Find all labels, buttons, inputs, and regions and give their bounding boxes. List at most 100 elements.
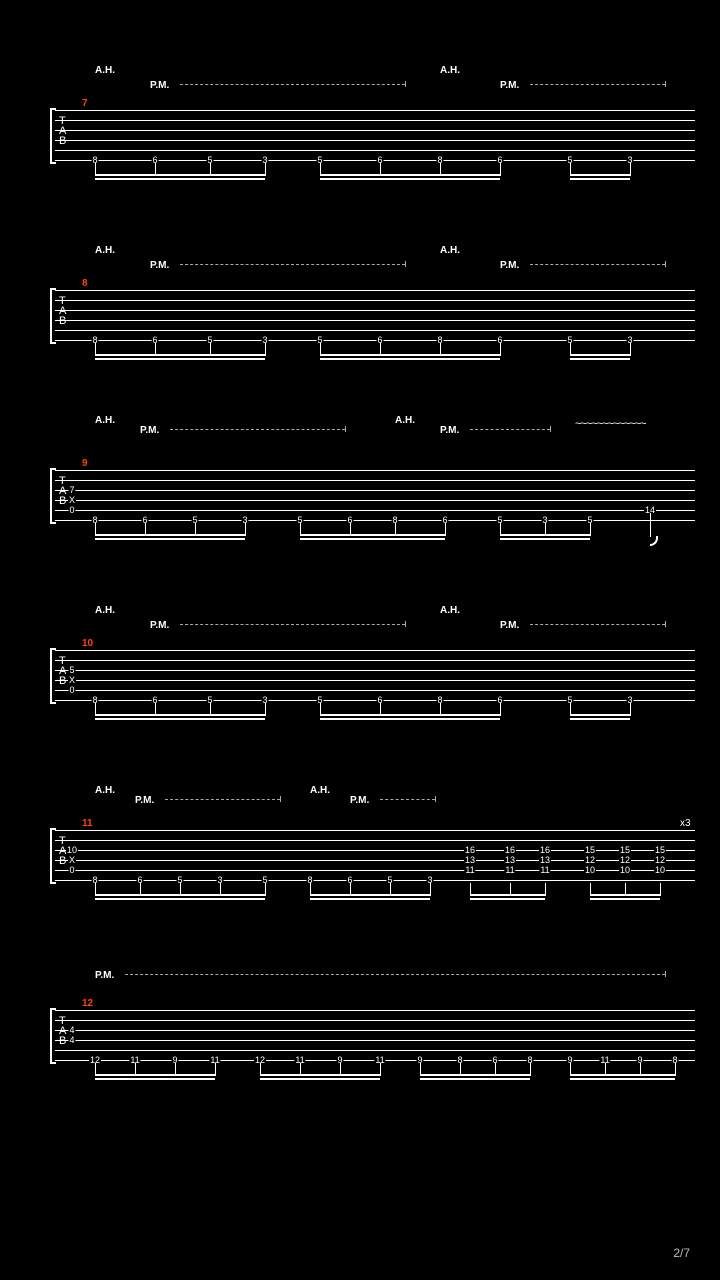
stem xyxy=(545,523,546,536)
technique-label: A.H. xyxy=(395,415,415,426)
stem xyxy=(570,1063,571,1076)
beam xyxy=(420,1074,530,1076)
bar-number: 12 xyxy=(82,998,93,1009)
technique-label: A.H. xyxy=(95,785,115,796)
string-line xyxy=(55,850,695,851)
measure-10: 10TABA.H.P.M.A.H.P.M.5X08653568653 xyxy=(0,570,720,750)
stem xyxy=(265,883,266,896)
beam xyxy=(420,1078,530,1080)
measures-container: 7TABA.H.P.M.A.H.P.M.86535686538TABA.H.P.… xyxy=(0,30,720,1110)
stem xyxy=(495,1063,496,1076)
technique-extent-end xyxy=(280,796,281,802)
fret-number: 0 xyxy=(68,506,75,515)
technique-label: P.M. xyxy=(150,620,169,631)
stem xyxy=(215,1063,216,1076)
string-line xyxy=(55,840,695,841)
stem xyxy=(265,703,266,716)
stem xyxy=(175,1063,176,1076)
stem xyxy=(675,1063,676,1076)
stem xyxy=(445,523,446,536)
beam xyxy=(500,538,590,540)
technique-extent-end xyxy=(665,261,666,267)
fret-number: 16 xyxy=(539,846,551,855)
stem xyxy=(510,883,511,896)
beam xyxy=(260,1078,380,1080)
beam xyxy=(95,354,265,356)
measure-8: 8TABA.H.P.M.A.H.P.M.8653568653 xyxy=(0,210,720,390)
string-line xyxy=(55,690,695,691)
stem xyxy=(350,523,351,536)
stem xyxy=(245,523,246,536)
stem xyxy=(140,883,141,896)
technique-label: A.H. xyxy=(440,65,460,76)
stem xyxy=(260,1063,261,1076)
beam xyxy=(95,1074,215,1076)
string-line xyxy=(55,500,695,501)
technique-label: P.M. xyxy=(150,80,169,91)
bar-number: 11 xyxy=(82,818,93,829)
technique-label: A.H. xyxy=(440,245,460,256)
stem xyxy=(440,343,441,356)
beam xyxy=(570,358,630,360)
stem xyxy=(630,703,631,716)
stem xyxy=(135,1063,136,1076)
beam xyxy=(320,718,500,720)
tab-staff xyxy=(55,110,695,160)
beam xyxy=(570,354,630,356)
fret-number: 15 xyxy=(654,846,666,855)
string-line xyxy=(55,870,695,871)
stem xyxy=(95,343,96,356)
string-line xyxy=(55,300,695,301)
stem xyxy=(460,1063,461,1076)
fret-number: 16 xyxy=(504,846,516,855)
technique-label: P.M. xyxy=(150,260,169,271)
fret-number: 4 xyxy=(68,1036,75,1045)
stem xyxy=(145,523,146,536)
beam xyxy=(470,898,545,900)
beam xyxy=(320,714,500,716)
stem xyxy=(500,703,501,716)
technique-extent xyxy=(180,624,405,625)
stem xyxy=(155,163,156,176)
stem xyxy=(380,703,381,716)
fret-number: 12 xyxy=(584,856,596,865)
stem xyxy=(440,163,441,176)
fret-number: 13 xyxy=(504,856,516,865)
stem xyxy=(210,163,211,176)
string-line xyxy=(55,310,695,311)
stem xyxy=(630,163,631,176)
stem xyxy=(220,883,221,896)
stem xyxy=(95,523,96,536)
stem xyxy=(660,883,661,896)
fret-number: 13 xyxy=(464,856,476,865)
fret-number: 15 xyxy=(619,846,631,855)
beam xyxy=(260,1074,380,1076)
beam xyxy=(95,174,265,176)
stem xyxy=(210,343,211,356)
fret-number: 10 xyxy=(619,866,631,875)
stem xyxy=(265,343,266,356)
stem xyxy=(470,883,471,896)
beam xyxy=(95,718,265,720)
string-line xyxy=(55,120,695,121)
fret-number: 11 xyxy=(539,866,550,875)
technique-extent xyxy=(380,799,435,800)
beam xyxy=(570,1078,675,1080)
stem xyxy=(625,883,626,896)
fret-number: 5 xyxy=(68,666,75,675)
beam xyxy=(320,354,500,356)
fret-number: X xyxy=(68,496,76,505)
technique-label: A.H. xyxy=(440,605,460,616)
string-line xyxy=(55,860,695,861)
repeat-count: x3 xyxy=(680,818,691,829)
technique-extent-end xyxy=(665,621,666,627)
stem xyxy=(210,703,211,716)
technique-label: A.H. xyxy=(95,65,115,76)
bar-number: 10 xyxy=(82,638,93,649)
stem xyxy=(155,703,156,716)
beam xyxy=(570,718,630,720)
measure-12: 12TABP.M.4412119111211911986891198 xyxy=(0,930,720,1110)
stem xyxy=(300,1063,301,1076)
string-line xyxy=(55,470,695,471)
beam xyxy=(95,358,265,360)
